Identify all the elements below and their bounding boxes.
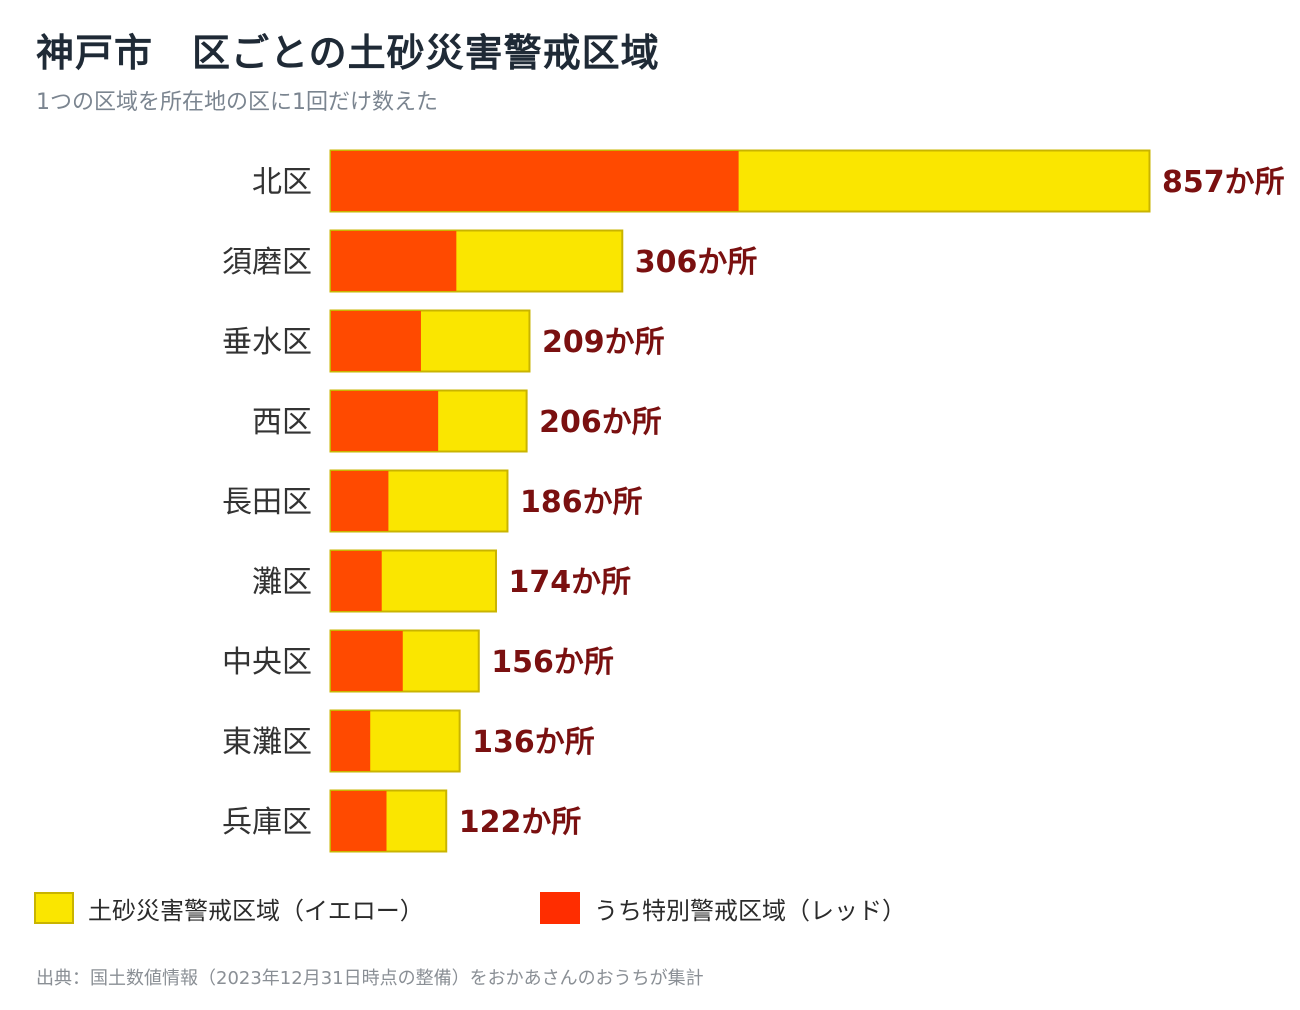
value-label: 306か所 <box>635 245 758 280</box>
category-label: 灘区 <box>252 565 312 600</box>
value-label: 206か所 <box>539 405 662 440</box>
bar-red <box>331 391 439 451</box>
legend-item-yellow: 土砂災害警戒区域（イエロー） <box>34 890 424 926</box>
category-label: 中央区 <box>222 645 312 680</box>
legend-label-red: うち特別警戒区域（レッド） <box>594 896 906 925</box>
legend-swatch-yellow <box>34 892 74 924</box>
value-label: 156か所 <box>491 645 614 680</box>
bar-red <box>331 151 739 211</box>
legend-label-yellow: 土砂災害警戒区域（イエロー） <box>88 896 424 925</box>
category-label: 須磨区 <box>222 245 312 280</box>
value-label: 122か所 <box>459 805 582 840</box>
category-label: 垂水区 <box>222 325 312 360</box>
category-label: 兵庫区 <box>222 805 312 840</box>
category-label: 長田区 <box>222 485 312 520</box>
category-label: 東灘区 <box>222 725 312 760</box>
chart-title: 神戸市 区ごとの土砂災害警戒区域 <box>36 31 660 75</box>
value-label: 136か所 <box>472 725 595 760</box>
bar-red <box>331 711 371 771</box>
value-label: 186か所 <box>520 485 643 520</box>
legend-item-red: うち特別警戒区域（レッド） <box>540 890 906 926</box>
source-note: 出典：国土数値情報（2023年12月31日時点の整備）をおかあさんのおうちが集計 <box>36 968 704 989</box>
bar-red <box>331 631 403 691</box>
value-label: 857か所 <box>1162 165 1285 200</box>
bar-red <box>331 551 382 611</box>
bar-red <box>331 791 387 851</box>
bar-red <box>331 231 457 291</box>
category-label: 西区 <box>252 405 312 440</box>
value-label: 174か所 <box>508 565 631 600</box>
legend-swatch-red <box>540 892 580 924</box>
bar-red <box>331 311 421 371</box>
category-label: 北区 <box>252 165 312 200</box>
value-label: 209か所 <box>542 325 665 360</box>
chart-subtitle: 1つの区域を所在地の区に1回だけ数えた <box>36 90 438 115</box>
bar-red <box>331 471 389 531</box>
